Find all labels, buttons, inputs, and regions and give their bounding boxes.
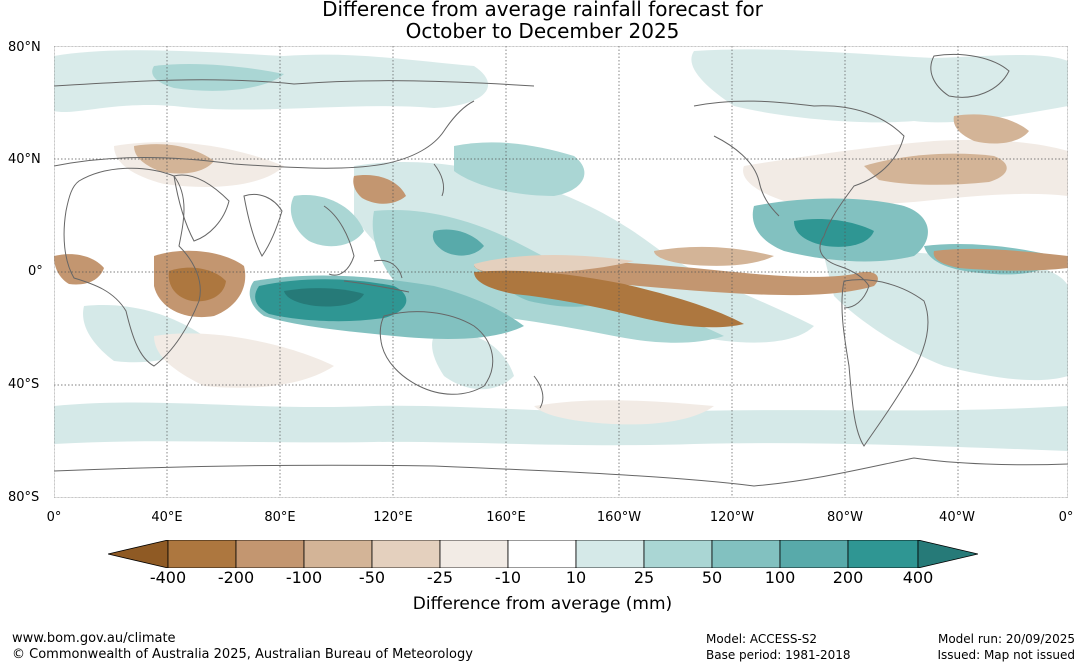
lon-label-40e: 40°E	[151, 510, 183, 525]
colorbar-tick-8: 25	[633, 568, 655, 587]
lat-label-equator: 0°	[28, 264, 43, 279]
colorbar-segment-2	[235, 540, 305, 568]
model-run-date: Model run: 20/09/2025	[937, 632, 1075, 646]
colorbar-tick-12: 400	[902, 568, 934, 587]
colorbar-segment-1	[167, 540, 237, 568]
lon-label-0-east: 0°	[1058, 510, 1074, 525]
anomaly-field-light	[54, 49, 1068, 451]
lon-label-40w: 40°W	[939, 510, 975, 525]
lat-label-80n: 80°N	[8, 40, 41, 55]
anomaly-field-strong-wet	[255, 219, 874, 322]
copyright-text: © Commonwealth of Australia 2025, Austra…	[12, 647, 473, 662]
colorbar-tick-3: -100	[285, 568, 323, 587]
base-period: Base period: 1981-2018	[706, 648, 851, 662]
colorbar-segment-8	[643, 540, 713, 568]
website-link[interactable]: www.bom.gov.au/climate	[12, 631, 176, 646]
lon-label-120w: 120°W	[709, 510, 755, 525]
colorbar-tick-4: -50	[358, 568, 386, 587]
colorbar-title: Difference from average (mm)	[412, 594, 673, 614]
lat-label-40s: 40°S	[8, 377, 40, 392]
colorbar-segment-5	[439, 540, 509, 568]
lon-label-80e: 80°E	[264, 510, 296, 525]
colorbar-tick-2: -200	[217, 568, 255, 587]
anomaly-field-dry	[54, 114, 1068, 328]
colorbar-tick-6: -10	[494, 568, 522, 587]
lat-label-40n: 40°N	[8, 152, 41, 167]
colorbar-tick-10: 100	[764, 568, 796, 587]
colorbar-segment-4	[371, 540, 441, 568]
lat-label-80s: 80°S	[8, 490, 40, 505]
model-name: Model: ACCESS-S2	[706, 632, 818, 646]
lon-label-160w: 160°W	[596, 510, 642, 525]
colorbar-segment-above-400	[917, 540, 978, 568]
colorbar-segment-10	[779, 540, 849, 568]
colorbar-segment-6	[507, 540, 577, 568]
colorbar-segment-11	[847, 540, 919, 568]
coastlines	[54, 53, 1068, 487]
colorbar-tick-5: -25	[426, 568, 454, 587]
colorbar-segment-9	[711, 540, 781, 568]
colorbar-tick-7: 10	[565, 568, 587, 587]
colorbar-segment-3	[303, 540, 373, 568]
lon-label-80w: 80°W	[827, 510, 863, 525]
colorbar-tick-1: -400	[149, 568, 187, 587]
colorbar-tick-11: 200	[832, 568, 864, 587]
rainfall-anomaly-map	[54, 46, 1068, 498]
issued-status: Issued: Map not issued	[937, 648, 1075, 662]
colorbar-tick-9: 50	[701, 568, 723, 587]
lon-label-120e: 120°E	[373, 510, 413, 525]
map-title-line-2: October to December 2025	[405, 19, 680, 43]
map-title-line-1: Difference from average rainfall forecas…	[322, 0, 763, 21]
lon-label-160e: 160°E	[486, 510, 526, 525]
map-graticule	[54, 46, 1068, 498]
colorbar	[108, 540, 978, 568]
colorbar-segment-7	[575, 540, 645, 568]
lon-label-0: 0°	[46, 510, 62, 525]
colorbar-segment-below-400	[108, 540, 169, 568]
